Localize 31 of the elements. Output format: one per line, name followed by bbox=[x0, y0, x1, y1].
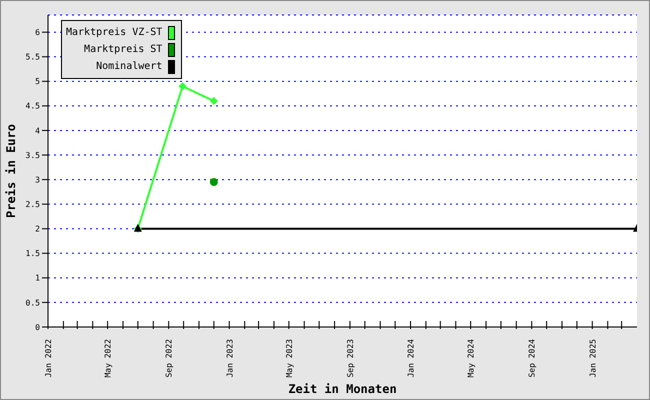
x-tick-label: Sep 2023 bbox=[346, 338, 355, 378]
y-tick-label: 1.5 bbox=[26, 249, 40, 258]
x-axis-title: Zeit in Monaten bbox=[288, 382, 397, 396]
x-tick-label: Sep 2022 bbox=[164, 338, 174, 378]
point bbox=[210, 96, 218, 105]
legend-label: Marktpreis ST bbox=[84, 44, 162, 55]
x-tick-label: May 2023 bbox=[284, 338, 294, 378]
legend-label: Marktpreis VZ-ST bbox=[66, 27, 162, 38]
y-tick-label: 5 bbox=[35, 77, 40, 86]
x-tick-label: May 2022 bbox=[104, 338, 113, 378]
x-tick-label: Jan 2024 bbox=[406, 338, 416, 378]
y-tick-label: 3 bbox=[35, 175, 40, 184]
y-tick-label: 5.5 bbox=[26, 52, 40, 62]
point bbox=[178, 82, 187, 90]
y-tick-label: 3.5 bbox=[26, 150, 40, 160]
x-tick-label: May 2024 bbox=[466, 338, 476, 378]
y-tick-label: 6 bbox=[35, 28, 40, 38]
y-tick-label: 2 bbox=[35, 224, 40, 234]
x-tick-label: Jan 2022 bbox=[44, 338, 53, 378]
y-tick-label: 0.5 bbox=[26, 298, 40, 308]
x-tick-label: Sep 2024 bbox=[528, 338, 537, 378]
x-tick-label: Jan 2025 bbox=[588, 338, 598, 378]
y-tick-label: 2.5 bbox=[26, 200, 40, 210]
y-tick-label: 4 bbox=[35, 126, 40, 136]
y-tick-label: 0 bbox=[35, 322, 40, 332]
x-tick-label: Jan 2023 bbox=[225, 338, 234, 378]
y-axis-title: Preis in Euro bbox=[4, 124, 18, 218]
legend-label: Nominalwert bbox=[96, 61, 162, 72]
y-tick-label: 4.5 bbox=[26, 102, 40, 111]
point bbox=[210, 178, 218, 186]
y-tick-label: 1 bbox=[35, 274, 40, 283]
